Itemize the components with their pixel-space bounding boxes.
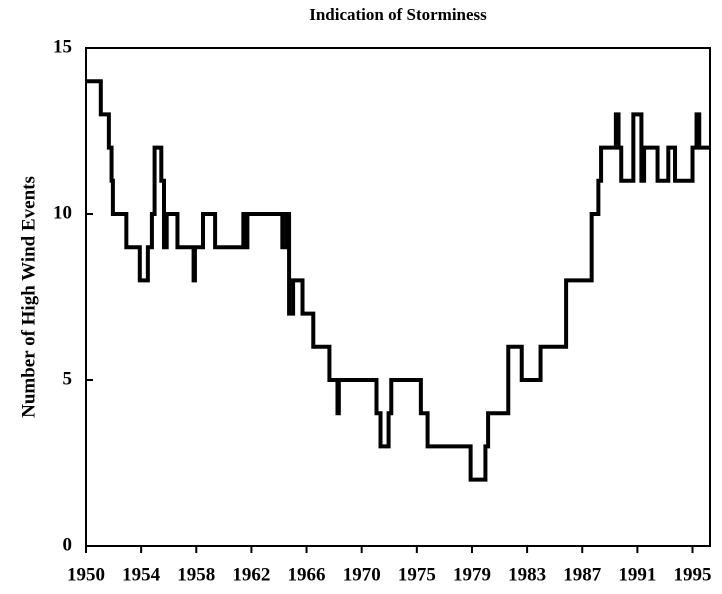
y-tick-label: 0: [63, 534, 73, 555]
x-tick-label: 1995: [674, 564, 712, 585]
x-tick-label: 1991: [618, 564, 656, 585]
x-tick-label: 1979: [453, 564, 491, 585]
x-tick-label: 1950: [67, 564, 105, 585]
y-tick-label: 10: [53, 202, 72, 223]
y-tick-label: 15: [53, 36, 72, 57]
chart-title: Indication of Storminess: [309, 5, 487, 24]
x-tick-label: 1954: [122, 564, 161, 585]
x-tick-label: 1975: [398, 564, 436, 585]
x-tick-label: 1970: [343, 564, 381, 585]
x-tick-label: 1962: [232, 564, 270, 585]
x-tick-label: 1966: [288, 564, 326, 585]
y-axis-title: Number of High Wind Events: [18, 176, 39, 418]
plot-frame: [85, 47, 711, 547]
y-tick-label: 5: [63, 368, 73, 389]
x-tick-label: 1983: [508, 564, 546, 585]
x-tick-label: 1958: [177, 564, 215, 585]
x-tick-label: 1987: [563, 564, 602, 585]
data-line: [86, 79, 710, 482]
